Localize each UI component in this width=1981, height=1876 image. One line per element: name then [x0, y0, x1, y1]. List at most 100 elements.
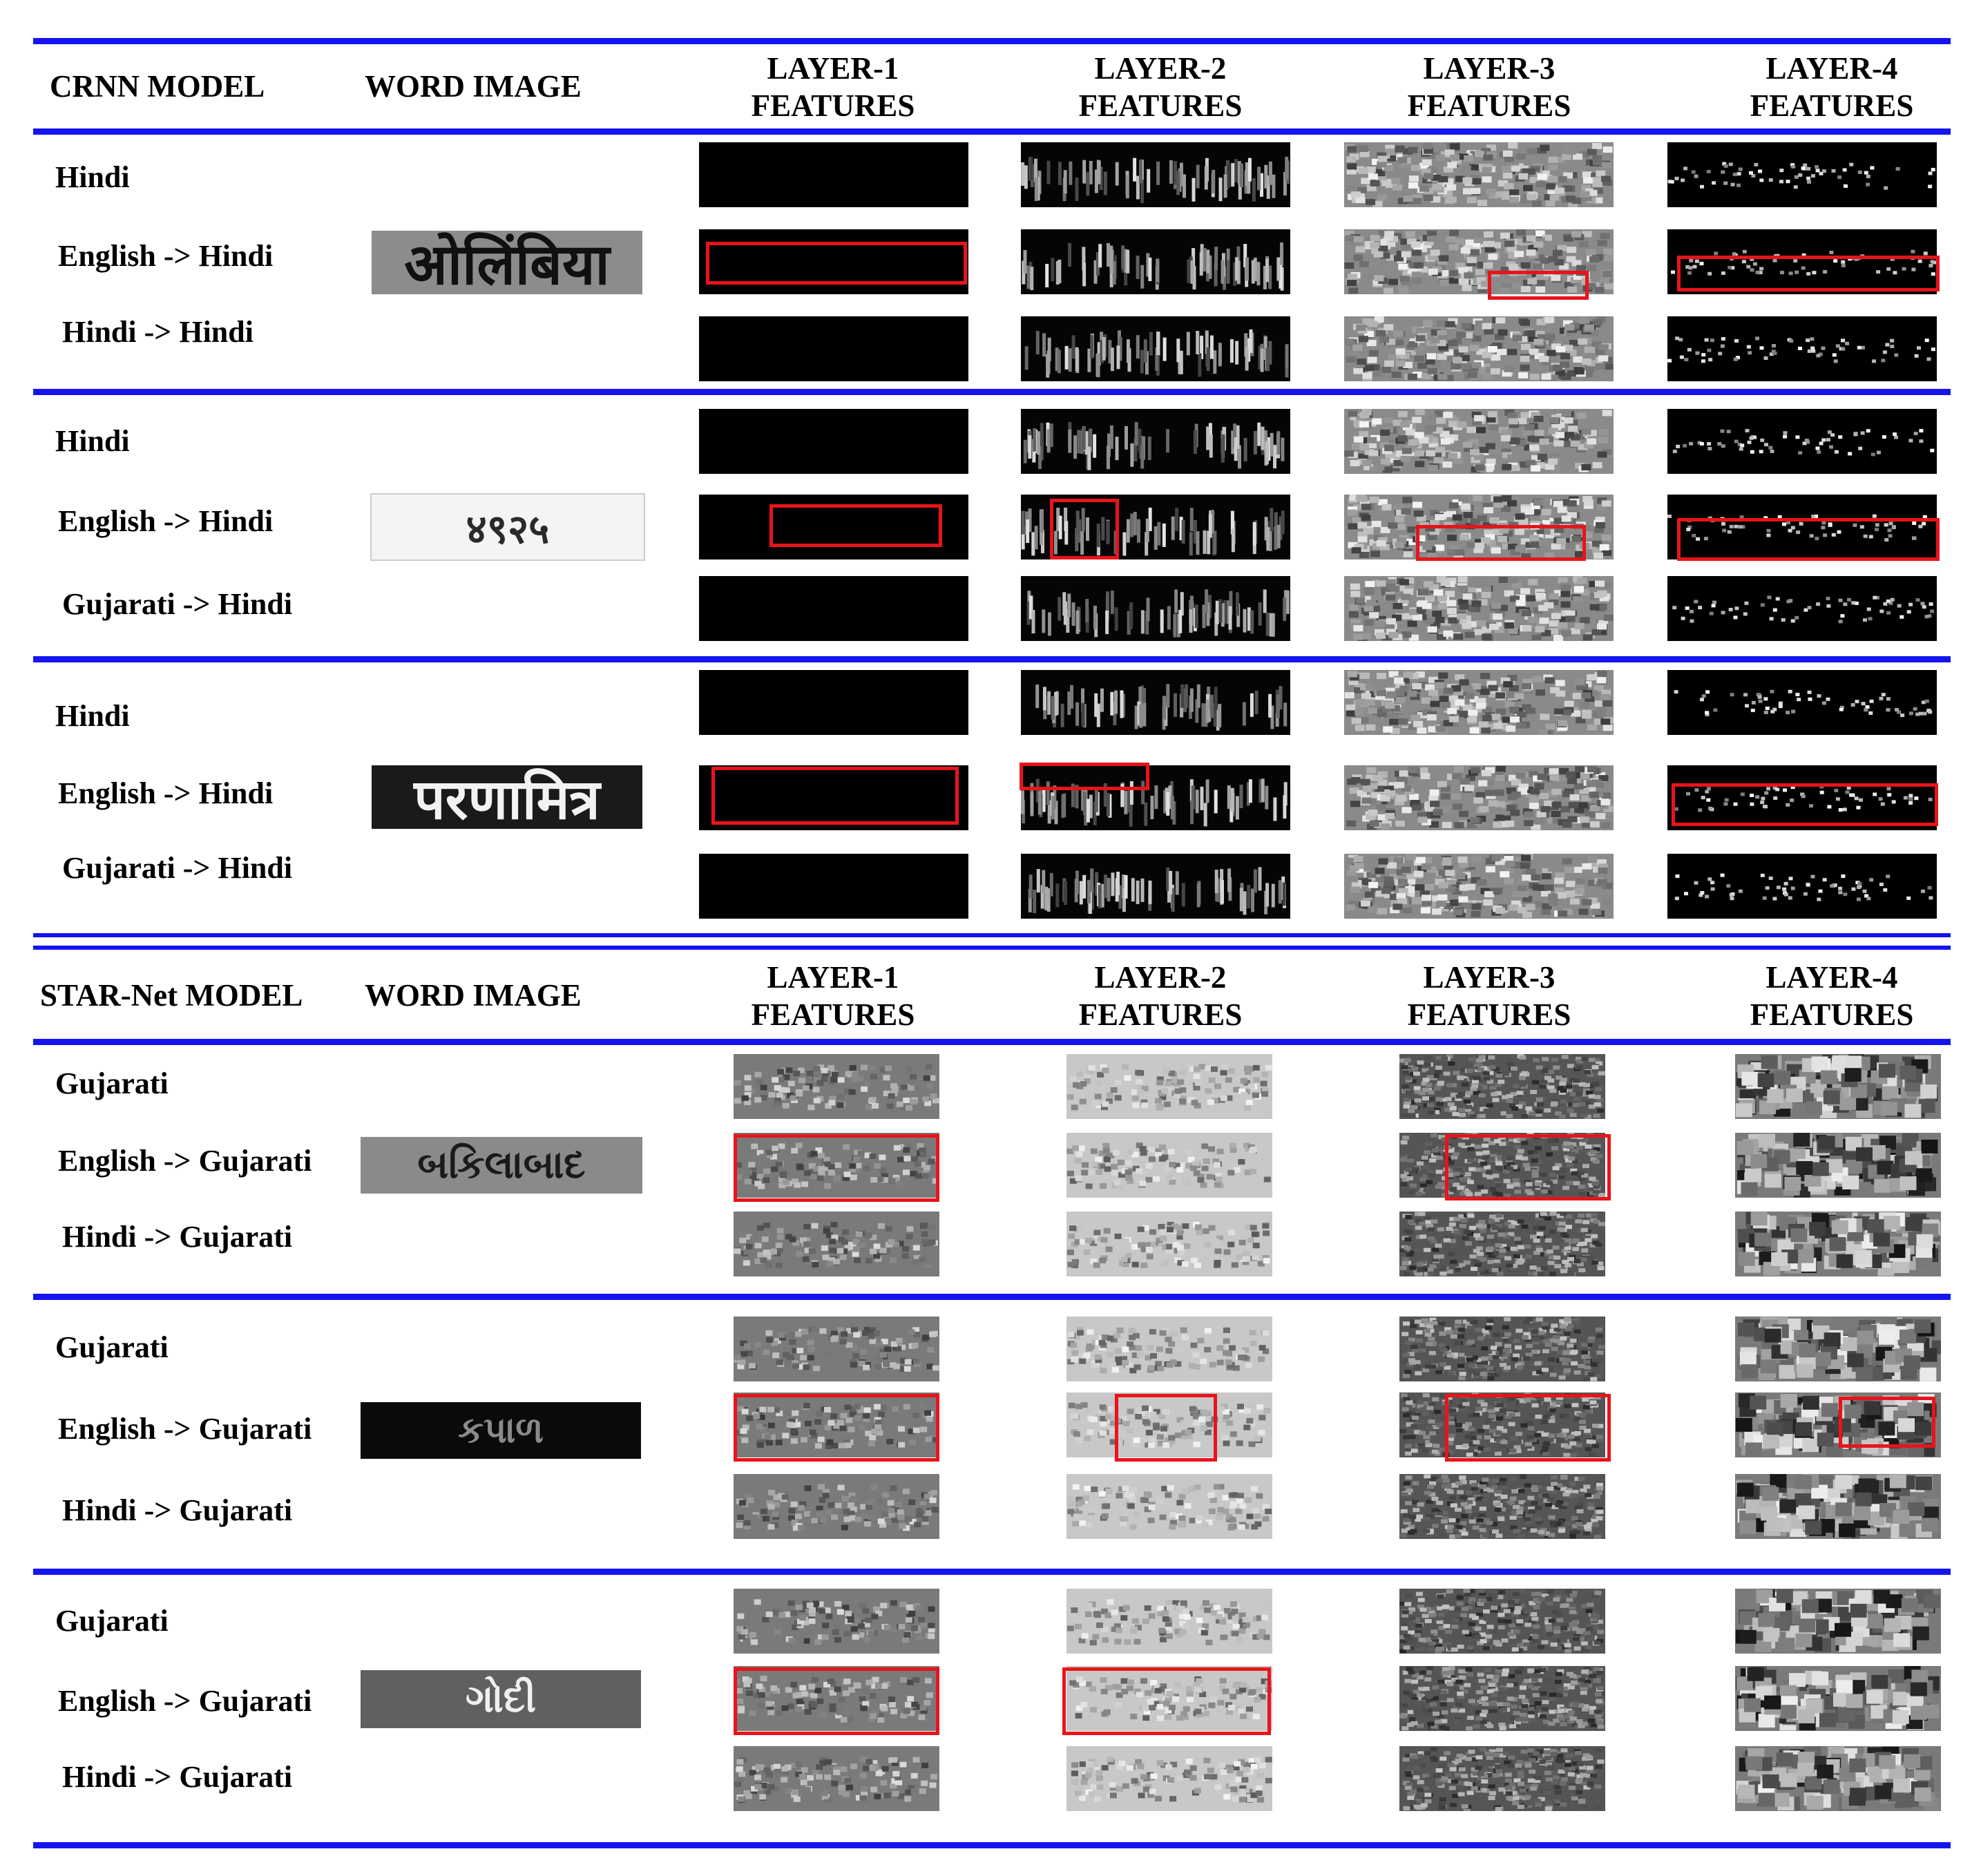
crnn-layer-4-feature-map	[1667, 409, 1937, 474]
starnet-layer-4-feature-map	[1735, 1746, 1941, 1811]
crnn-layer-3-feature-map	[1344, 765, 1614, 830]
starnet-layer-4-header: LAYER-4 FEATURES	[1750, 960, 1914, 1032]
rule-section-split-a	[33, 933, 1951, 937]
starnet-layer-2-feature-map	[1066, 1392, 1272, 1457]
crnn-layer-2-header: LAYER-2 FEATURES	[1078, 51, 1243, 123]
starnet-word-image: ગોદી	[361, 1670, 641, 1728]
starnet-row-label: English -> Gujarati	[58, 1684, 312, 1718]
crnn-row-label: Gujarati -> Hindi	[62, 587, 293, 621]
rule-star-group-1	[33, 1294, 1951, 1300]
starnet-row-label: Gujarati	[55, 1330, 169, 1364]
highlight-box	[734, 1394, 939, 1462]
starnet-layer-3-feature-map	[1399, 1317, 1605, 1381]
crnn-layer-4-feature-map	[1667, 670, 1937, 735]
highlight-box	[1488, 271, 1589, 300]
starnet-row-label: Gujarati	[55, 1604, 169, 1638]
crnn-layer-2-feature-map	[1021, 576, 1290, 641]
highlight-box	[1445, 1134, 1611, 1200]
starnet-row-label: English -> Gujarati	[58, 1412, 312, 1446]
starnet-word-image: બકિલાબાદ	[361, 1137, 642, 1194]
word-image-text: परणामित्र	[414, 767, 600, 830]
rule-section-split-b	[33, 946, 1951, 950]
crnn-word-image: ४९२५	[370, 493, 645, 561]
starnet-layer-2-feature-map	[1066, 1054, 1272, 1119]
crnn-layer-2-feature-map	[1021, 229, 1290, 294]
word-image-text: કપાળ	[458, 1409, 544, 1451]
crnn-row-label: Hindi	[55, 699, 130, 733]
crnn-layer-3-header: LAYER-3 FEATURES	[1407, 51, 1571, 123]
highlight-box	[1115, 1394, 1217, 1462]
word-image-text: બકિલાબાદ	[417, 1142, 586, 1187]
starnet-layer-1-feature-map	[734, 1666, 939, 1731]
starnet-layer-3-feature-map	[1399, 1392, 1605, 1457]
word-image-text: ગોદી	[465, 1676, 537, 1721]
starnet-layer-3-feature-map	[1399, 1212, 1605, 1276]
starnet-layer-3-feature-map	[1399, 1054, 1605, 1119]
starnet-layer-4-feature-map	[1735, 1317, 1941, 1381]
crnn-layer-1-feature-map	[699, 409, 968, 474]
rule-crnn-group-1	[33, 389, 1951, 395]
starnet-layer-1-feature-map	[734, 1212, 939, 1276]
starnet-model-header: STAR-Net MODEL	[40, 978, 303, 1013]
starnet-layer-3-header: LAYER-3 FEATURES	[1407, 960, 1571, 1032]
starnet-layer-2-feature-map	[1066, 1746, 1272, 1811]
crnn-layer-1-feature-map	[699, 316, 968, 381]
starnet-layer-1-feature-map	[734, 1317, 939, 1381]
rule-star-group-2	[33, 1569, 1951, 1575]
crnn-layer-4-feature-map	[1667, 765, 1937, 830]
starnet-layer-2-feature-map	[1066, 1317, 1272, 1381]
rule-crnn-header	[33, 128, 1951, 135]
starnet-row-label: English -> Gujarati	[58, 1144, 312, 1178]
crnn-layer-1-feature-map	[699, 854, 968, 919]
highlight-box	[734, 1134, 939, 1202]
highlight-box	[1677, 256, 1940, 291]
word-image-text: ओलिंबिया	[404, 232, 610, 294]
starnet-layer-3-feature-map	[1399, 1666, 1605, 1731]
highlight-box	[1839, 1397, 1935, 1448]
crnn-layer-2-feature-map	[1021, 670, 1290, 735]
highlight-box	[1445, 1394, 1611, 1462]
starnet-layer-2-header: LAYER-2 FEATURES	[1078, 960, 1243, 1032]
starnet-layer-4-feature-map	[1735, 1474, 1941, 1539]
starnet-layer-4-feature-map	[1735, 1054, 1941, 1119]
starnet-word-image: કપાળ	[361, 1402, 641, 1459]
crnn-layer-3-feature-map	[1344, 316, 1614, 381]
crnn-layer-4-feature-map	[1667, 495, 1937, 559]
highlight-box	[734, 1667, 939, 1735]
starnet-row-label: Gujarati	[55, 1066, 169, 1100]
starnet-layer-2-feature-map	[1066, 1474, 1272, 1539]
crnn-row-label: Hindi	[55, 160, 130, 194]
crnn-layer-3-feature-map	[1344, 854, 1614, 919]
starnet-layer-2-feature-map	[1066, 1666, 1272, 1731]
highlight-box	[706, 242, 967, 285]
starnet-layer-1-feature-map	[734, 1589, 939, 1654]
crnn-layer-1-feature-map	[699, 670, 968, 735]
starnet-layer-3-feature-map	[1399, 1746, 1605, 1811]
crnn-word-image: परणामित्र	[372, 765, 642, 829]
starnet-layer-3-feature-map	[1399, 1474, 1605, 1539]
rule-crnn-group-2	[33, 656, 1951, 662]
crnn-layer-1-header: LAYER-1 FEATURES	[751, 51, 915, 123]
highlight-box	[1672, 783, 1938, 826]
crnn-row-label: English -> Hindi	[58, 504, 274, 538]
word-image-text: ४९२५	[466, 505, 550, 553]
highlight-box	[1020, 763, 1149, 790]
rule-star-header	[33, 1039, 1951, 1045]
crnn-layer-4-feature-map	[1667, 316, 1937, 381]
starnet-layer-1-feature-map	[734, 1746, 939, 1811]
highlight-box	[1062, 1667, 1271, 1735]
starnet-layer-2-feature-map	[1066, 1589, 1272, 1654]
crnn-layer-1-feature-map	[699, 576, 968, 641]
crnn-layer-4-feature-map	[1667, 854, 1937, 919]
highlight-box	[1677, 518, 1940, 561]
starnet-layer-3-feature-map	[1399, 1589, 1605, 1654]
starnet-layer-2-feature-map	[1066, 1133, 1272, 1198]
starnet-layer-1-header: LAYER-1 FEATURES	[751, 960, 915, 1032]
crnn-row-label: English -> Hindi	[58, 776, 274, 810]
crnn-row-label: Gujarati -> Hindi	[62, 851, 293, 885]
crnn-layer-4-feature-map	[1667, 576, 1937, 641]
highlight-box	[769, 504, 942, 547]
rule-top	[33, 38, 1951, 44]
crnn-layer-4-header: LAYER-4 FEATURES	[1750, 51, 1914, 123]
crnn-word-image-header: WORD IMAGE	[365, 69, 582, 104]
